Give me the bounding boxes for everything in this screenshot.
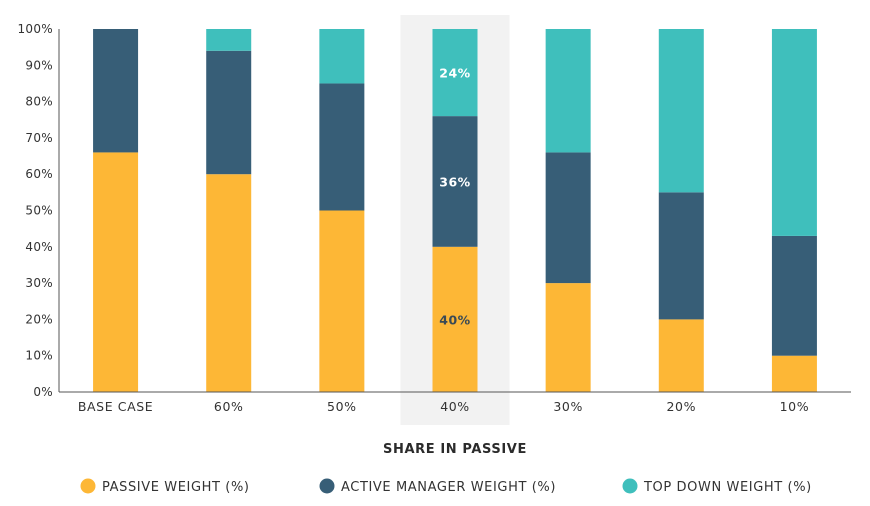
legend-item-active-manager-weight: ACTIVE MANAGER WEIGHT (%) (319, 478, 556, 495)
legend-label-top-down-weight: TOP DOWN WEIGHT (%) (643, 480, 812, 495)
legend-swatch-passive-weight (80, 478, 96, 494)
bar-passive-weight-50 (319, 210, 365, 392)
y-tick-label-90: 90% (25, 58, 53, 72)
bar-top-down-weight-60 (206, 29, 252, 51)
bar-passive-weight-60 (206, 174, 252, 392)
legend-label-passive-weight: PASSIVE WEIGHT (%) (102, 480, 250, 495)
x-tick-label-60: 60% (214, 399, 244, 414)
legend-label-active-manager-weight: ACTIVE MANAGER WEIGHT (%) (341, 480, 556, 495)
y-tick-label-30: 30% (25, 276, 53, 290)
data-label-top-down-weight: 24% (439, 66, 470, 81)
bar-active-manager-weight-10 (771, 235, 817, 356)
legend-swatch-top-down-weight (622, 478, 638, 494)
y-tick-label-70: 70% (25, 131, 53, 145)
data-label-active-manager-weight: 36% (439, 174, 470, 189)
bar-top-down-weight-20 (658, 29, 704, 193)
y-tick-label-40: 40% (25, 240, 53, 254)
legend-item-passive-weight: PASSIVE WEIGHT (%) (80, 478, 250, 495)
y-tick-label-10: 10% (25, 349, 53, 363)
legend: PASSIVE WEIGHT (%) ACTIVE MANAGER WEIGHT … (80, 478, 812, 495)
x-tick-label-base-case: BASE CASE (78, 399, 153, 414)
bar-passive-weight-base-case (93, 152, 139, 392)
y-tick-labels: 0% 10% 20% 30% 40% 50% 60% 70% 80% 90% 100% (17, 22, 53, 399)
bar-top-down-weight-50 (319, 29, 365, 84)
x-tick-label-10: 10% (780, 399, 810, 414)
bar-top-down-weight-10 (771, 29, 817, 236)
bar-passive-weight-30 (545, 283, 591, 392)
bar-active-manager-weight-50 (319, 83, 365, 211)
x-tick-labels: BASE CASE 60% 50% 40% 30% 20% 10% (78, 399, 809, 414)
axis-layer (58, 29, 851, 393)
x-tick-label-50: 50% (327, 399, 357, 414)
bar-top-down-weight-40 (432, 29, 478, 117)
bars-layer (93, 29, 817, 392)
x-tick-label-20: 20% (666, 399, 696, 414)
x-tick-label-40: 40% (440, 399, 470, 414)
y-tick-label-0: 0% (33, 385, 53, 399)
legend-swatch-active-manager-weight (319, 478, 335, 494)
data-labels: 24% 36% 40% (439, 66, 470, 328)
bar-top-down-weight-30 (545, 29, 591, 153)
x-tick-label-30: 30% (553, 399, 583, 414)
bar-passive-weight-10 (771, 355, 817, 392)
bar-active-manager-weight-base-case (93, 29, 139, 153)
bar-passive-weight-40 (432, 246, 478, 392)
data-label-passive-weight: 40% (439, 312, 470, 327)
bar-active-manager-weight-40 (432, 116, 478, 247)
bar-passive-weight-20 (658, 319, 704, 392)
y-tick-label-80: 80% (25, 95, 53, 109)
bar-active-manager-weight-60 (206, 50, 252, 175)
y-tick-label-60: 60% (25, 167, 53, 181)
legend-item-top-down-weight: TOP DOWN WEIGHT (%) (622, 478, 812, 495)
y-tick-label-100: 100% (17, 22, 53, 36)
bar-active-manager-weight-30 (545, 152, 591, 284)
bar-active-manager-weight-20 (658, 192, 704, 320)
x-axis-title: SHARE IN PASSIVE (383, 442, 527, 457)
y-tick-label-50: 50% (25, 204, 53, 218)
y-tick-label-20: 20% (25, 312, 53, 326)
